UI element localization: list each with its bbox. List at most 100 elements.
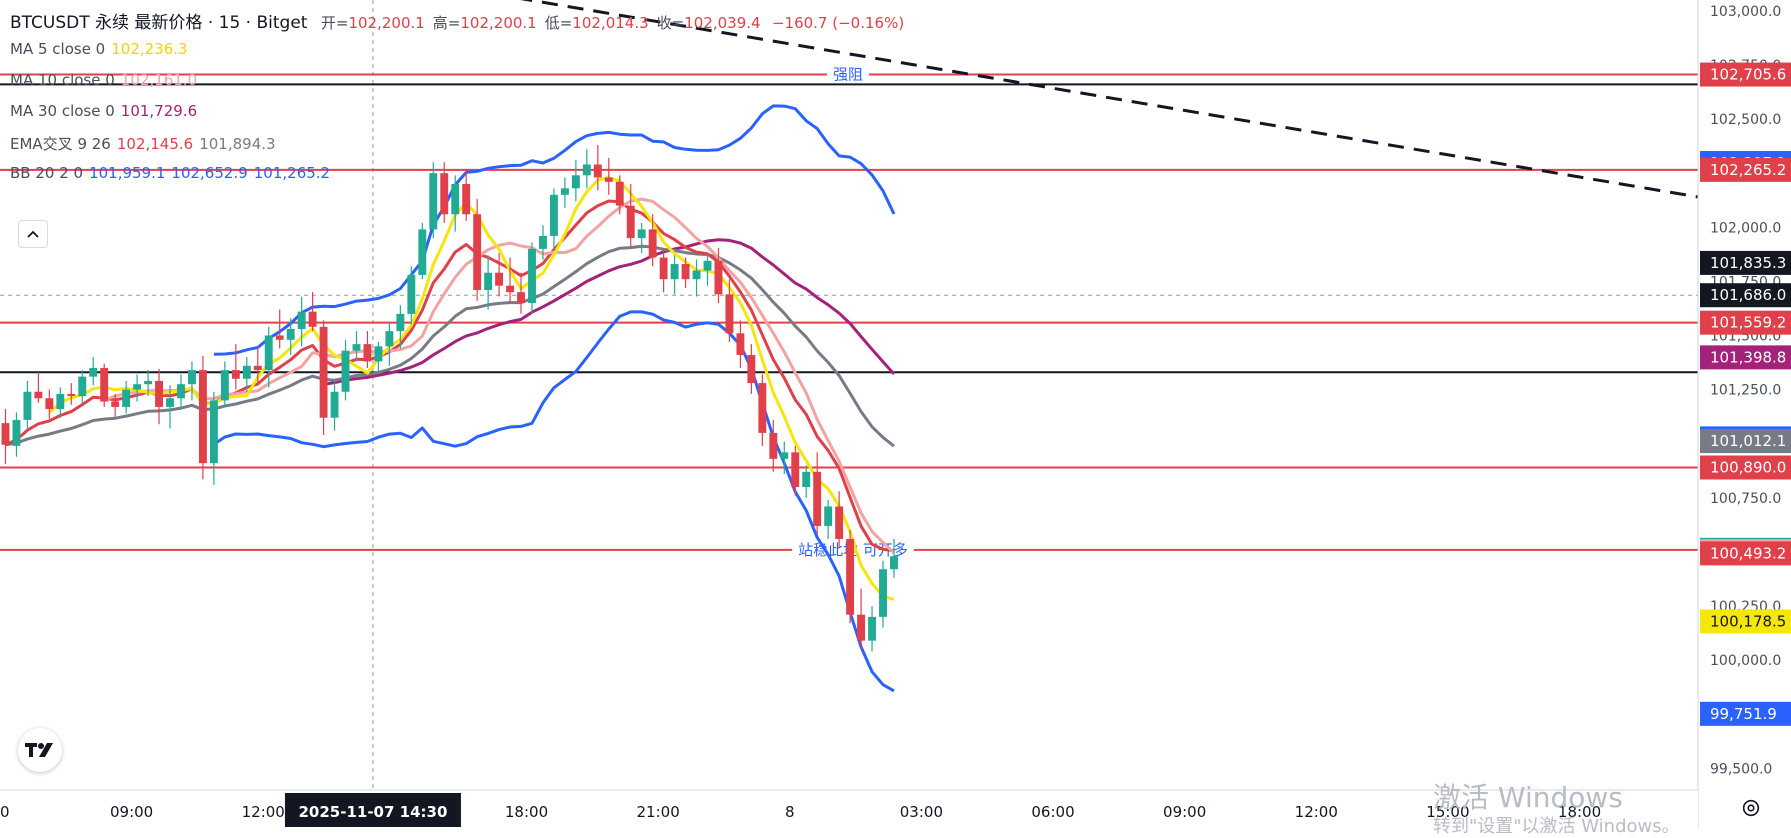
ohlc-label: 收=	[656, 14, 685, 32]
indicator-row[interactable]: MA 30 close 0 101,729.6	[10, 102, 197, 120]
candle	[517, 272, 525, 314]
candle	[385, 322, 394, 366]
candle	[451, 175, 460, 232]
price-tag-background	[1700, 310, 1791, 335]
candle	[155, 369, 163, 425]
ohlc-value: 102,039.4	[684, 14, 761, 32]
candle-body	[802, 471, 811, 487]
candle	[133, 374, 142, 402]
candle-body	[133, 384, 142, 390]
candle	[637, 222, 646, 254]
price-axis-tick: 102,000.0	[1710, 220, 1781, 236]
price-tag: 101,559.2	[1710, 314, 1786, 332]
tradingview-logo-icon	[25, 743, 53, 757]
candle-body	[385, 331, 394, 347]
candle-body	[418, 229, 427, 275]
candle	[286, 318, 295, 355]
candle	[319, 320, 328, 436]
candle-body	[615, 181, 624, 206]
price-tag-background	[1700, 609, 1791, 634]
candle	[506, 257, 515, 304]
candle-body	[725, 294, 734, 334]
candle	[429, 162, 438, 239]
indicator-label: BB 20 2 0	[10, 164, 84, 182]
indicator-label: EMA交叉 9 26	[10, 135, 111, 153]
indicator-row[interactable]: EMA交叉 9 26 102,145.6 101,894.3	[10, 133, 276, 154]
candle-body	[560, 188, 569, 195]
gear-icon[interactable]	[1740, 797, 1762, 819]
candle	[209, 391, 218, 485]
candle	[275, 309, 284, 349]
candle-body	[188, 370, 196, 385]
candle-body	[275, 335, 284, 340]
indicator-value: 102,652.9	[171, 164, 248, 182]
candle-body	[528, 248, 536, 304]
candle	[166, 385, 174, 429]
candle	[692, 259, 701, 297]
crosshair-time-label-background	[284, 793, 461, 827]
time-axis-tick: 00	[0, 803, 10, 821]
candle	[495, 253, 504, 297]
candle-body	[78, 376, 87, 397]
candle-body	[440, 173, 449, 215]
candle	[56, 387, 65, 418]
candle-body	[813, 471, 822, 526]
ma10-line	[103, 197, 896, 554]
candle-body	[122, 389, 131, 407]
candle	[89, 357, 98, 386]
candle-body	[253, 365, 262, 371]
price-tag-background	[1700, 701, 1791, 726]
price-tag: 100,890.0	[1710, 459, 1786, 477]
candle-body	[374, 346, 383, 362]
candle-body	[681, 264, 690, 280]
price-axis-tick: 103,000.0	[1710, 4, 1781, 20]
candle-body	[747, 354, 756, 384]
indicator-row[interactable]: BB 20 2 0 101,959.1 102,652.9 101,265.2	[10, 164, 330, 182]
indicator-row[interactable]: MA 10 close 0 102,161.0	[10, 71, 197, 89]
candle	[220, 361, 229, 407]
candle	[396, 305, 405, 349]
candle	[626, 183, 635, 249]
price-tag-background	[1700, 157, 1791, 182]
trend-line	[520, 0, 1699, 199]
time-axis-tick: 12:00	[1295, 803, 1338, 821]
indicator-label: MA 30 close 0	[10, 102, 115, 120]
candle	[78, 370, 87, 405]
candle-body	[341, 350, 350, 392]
candle	[242, 357, 251, 392]
candle-body	[177, 384, 185, 399]
indicator-row[interactable]: MA 5 close 0 102,236.3	[10, 40, 188, 58]
candle	[484, 255, 493, 310]
collapse-legend-button[interactable]	[18, 220, 48, 248]
time-axis-tick: 12:00	[242, 803, 285, 821]
ohlc-values: 开=102,200.1 高=102,200.1 低=102,014.3 收=102,0…	[313, 13, 761, 33]
candle-body	[857, 614, 866, 641]
ohlc-label: 低=	[544, 14, 573, 32]
candle	[725, 279, 734, 342]
indicator-value: 101,265.2	[253, 164, 331, 182]
candle	[231, 344, 240, 390]
candle	[528, 242, 536, 314]
candle-body	[23, 391, 32, 420]
candle	[582, 149, 591, 189]
candle	[813, 452, 822, 535]
candle	[714, 247, 723, 304]
horizontal-line-label: 强阻	[833, 66, 863, 84]
price-tag-background	[1700, 250, 1791, 275]
ohlc-value: 102,014.3	[572, 14, 649, 32]
candle	[615, 175, 624, 215]
symbol-header-row: BTCUSDT 永续 最新价格 · 15 · Bitget 开=102,200.…	[10, 8, 904, 33]
candle-body	[780, 452, 789, 459]
ohlc-item: 收=102,039.4	[657, 14, 761, 32]
candle-body	[659, 257, 668, 280]
symbol-title[interactable]: BTCUSDT 永续 最新价格 · 15 · Bitget	[10, 13, 308, 33]
candle	[177, 374, 185, 410]
bb-upper-line	[213, 104, 896, 356]
candle	[879, 560, 887, 628]
tradingview-logo[interactable]	[18, 728, 62, 772]
candle-body	[604, 177, 613, 182]
time-axis-tick: 09:00	[1163, 803, 1206, 821]
candle-body	[209, 400, 218, 464]
ma30-line	[323, 238, 896, 386]
